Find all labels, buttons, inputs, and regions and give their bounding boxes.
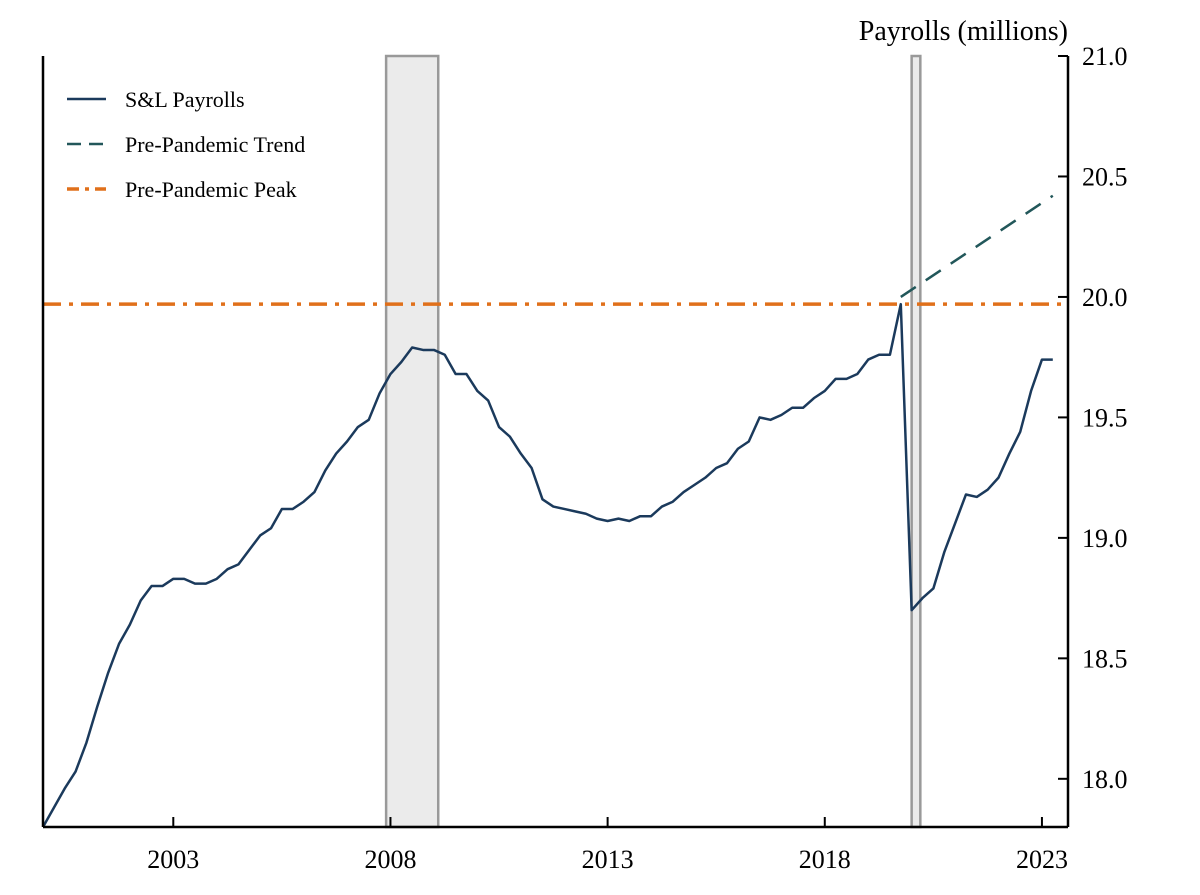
y-tick-label: 20.0: [1082, 283, 1128, 312]
x-tick-label: 2018: [799, 845, 851, 874]
x-tick-label: 2008: [364, 845, 416, 874]
x-tick-label: 2003: [147, 845, 199, 874]
axes: [41, 55, 1070, 829]
y-tick-label: 18.0: [1082, 765, 1128, 794]
legend-label: Pre-Pandemic Trend: [125, 132, 305, 157]
legend-item-pre-pandemic-peak: Pre-Pandemic Peak: [67, 177, 297, 202]
legend-item-pre-pandemic-trend: Pre-Pandemic Trend: [67, 132, 305, 157]
series-line-sandl-payrolls: [41, 302, 1053, 828]
tick-labels: 2003 2008 2013 2018 2023 18.0 18.5 19.0 19.5 20.0…: [147, 42, 1127, 874]
y-tick-label: 19.5: [1082, 403, 1128, 432]
series-line-pre-pandemic-trend: [900, 194, 1054, 298]
y-axis-unit-label: Payrolls (millions): [859, 16, 1068, 47]
x-tick-label: 2023: [1016, 845, 1068, 874]
legend-label: S&L Payrolls: [125, 87, 245, 112]
legend-item-sandl-payrolls: S&L Payrolls: [67, 87, 245, 112]
recession-band-2: [910, 54, 922, 829]
y-tick-label: 18.5: [1082, 644, 1128, 673]
legend-label: Pre-Pandemic Peak: [125, 177, 297, 202]
y-tick-label: 21.0: [1082, 42, 1128, 71]
series-lines: [41, 194, 1068, 828]
recession-band-1: [384, 54, 440, 829]
y-tick-label: 19.0: [1082, 524, 1128, 553]
legend: S&L Payrolls Pre-Pandemic Trend Pre-Pandem…: [67, 87, 305, 202]
x-tick-label: 2013: [582, 845, 634, 874]
recession-shading: [384, 54, 922, 829]
y-tick-label: 20.5: [1082, 162, 1128, 191]
